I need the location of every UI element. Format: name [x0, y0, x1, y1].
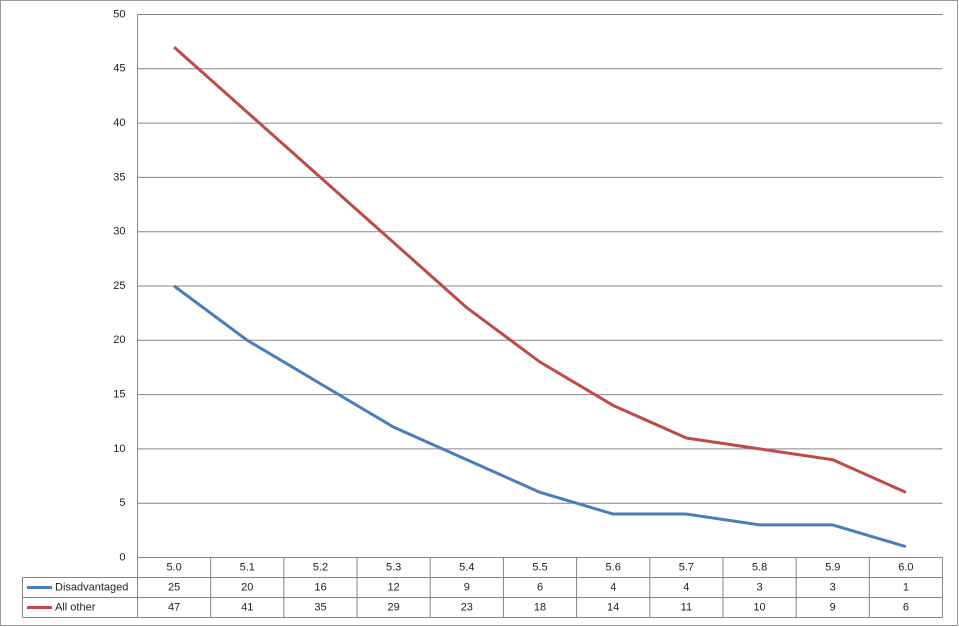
x-tick-label: 5.7: [679, 561, 694, 573]
y-tick-label: 30: [113, 226, 125, 238]
table-value: 47: [168, 601, 180, 613]
y-tick-label: 15: [113, 389, 125, 401]
table-value: 9: [464, 581, 470, 593]
table-value: 25: [168, 581, 180, 593]
table-value: 1: [903, 581, 909, 593]
x-tick-label: 5.9: [825, 561, 840, 573]
x-tick-label: 5.5: [532, 561, 547, 573]
table-value: 10: [753, 601, 765, 613]
table-value: 9: [830, 601, 836, 613]
table-value: 14: [607, 601, 619, 613]
table-value: 20: [241, 581, 253, 593]
table-value: 3: [830, 581, 836, 593]
table-value: 3: [756, 581, 762, 593]
table-value: 18: [534, 601, 546, 613]
x-tick-label: 5.1: [240, 561, 255, 573]
x-tick-label: 6.0: [898, 561, 913, 573]
legend-label: Disadvantaged: [55, 581, 128, 593]
table-value: 6: [537, 581, 543, 593]
series-line: [173, 45, 907, 494]
table-value: 35: [314, 601, 326, 613]
y-tick-label: 40: [113, 117, 125, 129]
legend-label: All other: [55, 601, 96, 613]
table-value: 4: [610, 581, 616, 593]
x-tick-label: 5.0: [166, 561, 181, 573]
x-tick-label: 5.3: [386, 561, 401, 573]
y-tick-label: 25: [113, 280, 125, 292]
y-tick-label: 35: [113, 171, 125, 183]
x-tick-label: 5.2: [313, 561, 328, 573]
table-value: 16: [314, 581, 326, 593]
table-value: 29: [388, 601, 400, 613]
y-tick-label: 10: [113, 443, 125, 455]
table-value: 23: [461, 601, 473, 613]
x-tick-label: 5.6: [606, 561, 621, 573]
y-tick-label: 5: [119, 497, 125, 509]
y-tick-label: 45: [113, 63, 125, 75]
x-tick-label: 5.8: [752, 561, 767, 573]
table-value: 4: [683, 581, 689, 593]
table-value: 41: [241, 601, 253, 613]
y-tick-label: 0: [119, 551, 125, 563]
y-tick-label: 50: [113, 8, 125, 20]
table-value: 11: [681, 601, 692, 613]
series-line: [173, 284, 907, 549]
table-value: 6: [903, 601, 909, 613]
y-tick-label: 20: [113, 334, 125, 346]
x-tick-label: 5.4: [459, 561, 474, 573]
table-value: 12: [388, 581, 400, 593]
